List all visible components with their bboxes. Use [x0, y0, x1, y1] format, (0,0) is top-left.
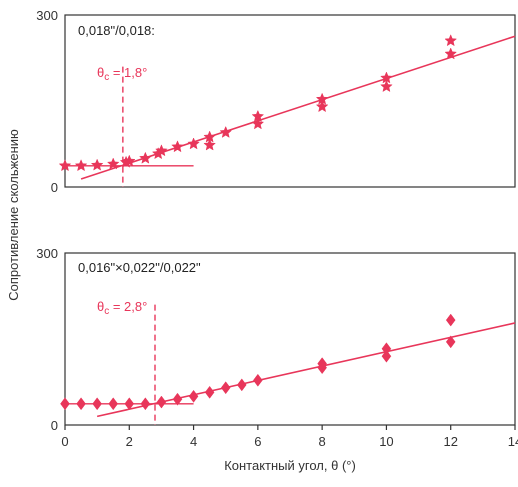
bottom-data-point-8 [188, 389, 199, 403]
bottom-data-point-2 [92, 397, 102, 411]
top-data-point-1 [74, 159, 88, 172]
x-axis-ticks: 0 2 4 6 8 10 12 14 [61, 425, 518, 449]
bottom-data-point-17 [445, 335, 456, 349]
bottom-data-point-14 [317, 357, 327, 371]
x-tick-label-2: 2 [126, 434, 133, 449]
bottom-series [60, 304, 516, 425]
top-data-point-6 [139, 151, 152, 164]
top-plot-frame [64, 14, 516, 188]
top-data-point-0 [58, 159, 72, 172]
bottom-data-point-9 [204, 385, 215, 399]
bottom-data-point-5 [140, 397, 151, 411]
x-tick-label-4: 4 [190, 434, 197, 449]
bottom-y-tick-0: 0 [51, 418, 58, 433]
top-data-point-17 [315, 92, 329, 105]
bottom-panel: 0 300 0,016"×0,022"/0,022" θc = 2,8° 0 2 4… [36, 246, 518, 449]
top-data-point-9 [171, 140, 184, 153]
top-data-point-10 [187, 137, 200, 150]
top-fit-line [80, 35, 516, 180]
bottom-data-point-0 [60, 397, 70, 411]
top-data-point-8 [155, 144, 168, 157]
bottom-y-tick-300: 300 [36, 246, 58, 261]
top-panel: 0 300 0,018"/0,018: θc = 1,8° [36, 8, 516, 195]
x-tick-label-0: 0 [61, 434, 68, 449]
top-theta-c-label: θc = 1,8° [97, 65, 147, 83]
top-data-point-3 [106, 157, 120, 170]
top-data-point-14 [251, 117, 265, 130]
bottom-data-point-16 [381, 342, 392, 356]
bottom-theta-c-label: θc = 2,8° [97, 299, 147, 317]
top-data-point-16 [315, 100, 329, 113]
x-tick-label-8: 8 [319, 434, 326, 449]
x-tick-label-12: 12 [443, 434, 457, 449]
top-data-point-18 [380, 80, 393, 93]
top-data-point-20 [444, 47, 458, 60]
bottom-data-point-12 [253, 373, 263, 387]
bottom-data-point-3 [108, 397, 119, 411]
top-y-tick-0: 0 [51, 180, 58, 195]
bottom-data-point-1 [76, 397, 86, 411]
x-tick-label-14: 14 [508, 434, 518, 449]
top-data-point-19 [380, 71, 393, 84]
top-data-point-5 [122, 154, 136, 167]
bottom-data-point-7 [172, 392, 183, 406]
bottom-wire-annotation: 0,016"×0,022"/0,022" [78, 260, 201, 275]
top-data-point-11 [203, 138, 216, 151]
top-data-point-13 [219, 125, 233, 138]
top-y-tick-300: 300 [36, 8, 58, 23]
y-axis-title: Сопротивление скольжению [6, 129, 21, 301]
x-tick-label-10: 10 [379, 434, 393, 449]
bottom-plot-frame [64, 252, 516, 426]
top-wire-annotation: 0,018"/0,018: [78, 23, 155, 38]
top-data-point-21 [444, 34, 458, 47]
bottom-fit-line [96, 322, 516, 418]
x-tick-label-6: 6 [254, 434, 261, 449]
bottom-data-point-18 [445, 313, 456, 327]
top-data-point-2 [90, 158, 104, 171]
top-data-point-15 [251, 109, 265, 122]
bottom-data-point-4 [124, 397, 135, 411]
top-data-point-12 [203, 130, 216, 143]
x-axis-title: Контактный угол, θ (°) [224, 458, 356, 473]
top-series [58, 34, 516, 187]
bottom-data-point-6 [156, 395, 167, 409]
bottom-data-point-11 [236, 378, 247, 392]
bottom-data-point-10 [220, 381, 231, 395]
bottom-data-point-15 [381, 349, 392, 363]
